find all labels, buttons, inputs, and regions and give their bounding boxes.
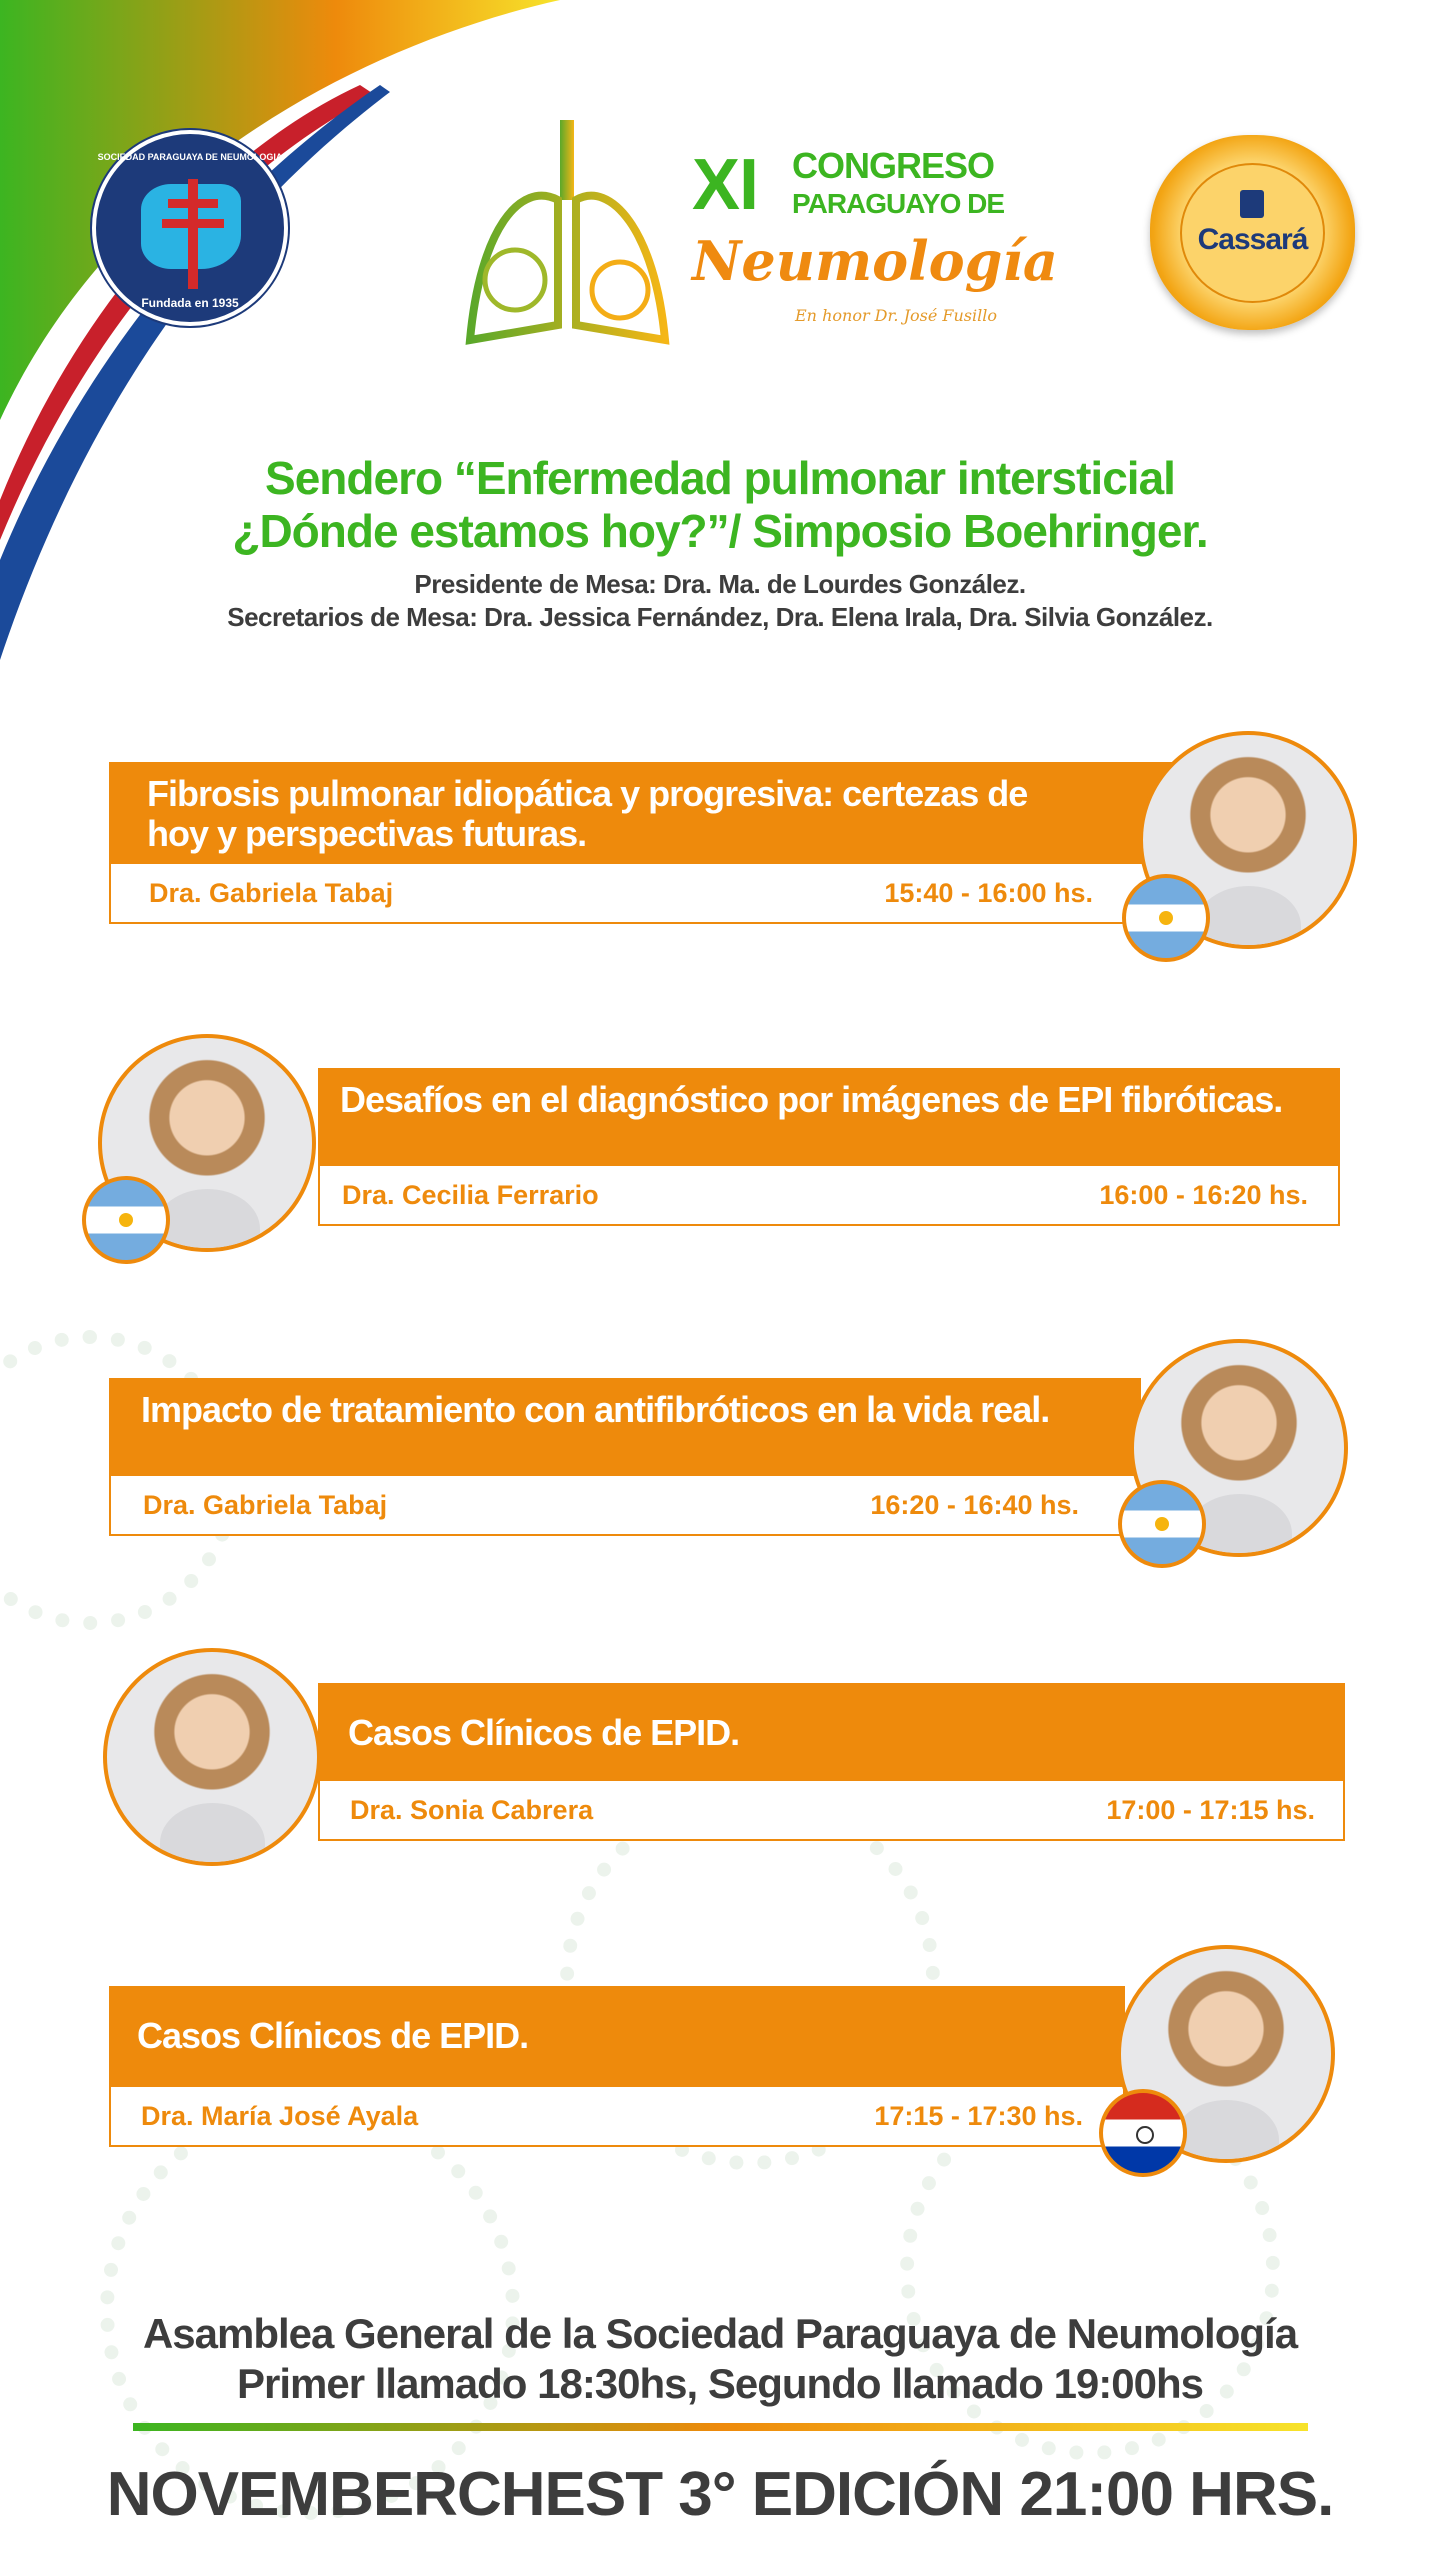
session-title: Fibrosis pulmonar idiopática y progresiv…: [109, 762, 1175, 864]
event-banner: NOVEMBERCHEST 3° EDICIÓN 21:00 HRS.: [106, 2460, 1335, 2529]
speaker-photo: [103, 1648, 321, 1866]
session-info-row: Dra. Gabriela Tabaj 15:40 - 16:00 hs.: [109, 864, 1175, 924]
session-card: Casos Clínicos de EPID. Dra. Sonia Cabre…: [318, 1683, 1345, 1841]
corner-swoosh-decoration: [0, 0, 560, 660]
panel-president: Presidente de Mesa: Dra. Ma. de Lourdes …: [414, 569, 1026, 599]
panel-secretaries: Secretarios de Mesa: Dra. Jessica Fernán…: [227, 602, 1213, 632]
congress-logo: XI CONGRESO PARAGUAYO DE Neumología En h…: [460, 110, 1058, 350]
society-founded: Fundada en 1935: [141, 296, 239, 310]
speaker-name: Dra. Gabriela Tabaj: [149, 877, 394, 908]
congress-dedication: En honor Dr. José Fusillo: [795, 306, 997, 325]
session-time: 17:15 - 17:30 hs.: [874, 2100, 1083, 2131]
speaker-name: Dra. Sonia Cabrera: [350, 1794, 594, 1825]
speaker-name: Dra. Gabriela Tabaj: [143, 1489, 388, 1520]
lungs-illustration: [465, 120, 670, 345]
gradient-divider: [133, 2423, 1308, 2431]
speaker-name: Dra. María José Ayala: [141, 2100, 419, 2131]
session-card: Casos Clínicos de EPID. Dra. María José …: [109, 1986, 1125, 2147]
society-ring-text: SOCIEDAD PARAGUAYA DE NEUMOLOGIA: [97, 152, 283, 162]
session-card: Desafíos en el diagnóstico por imágenes …: [318, 1068, 1340, 1226]
congress-line1: CONGRESO: [792, 145, 995, 186]
sponsor-mark-icon: [1240, 190, 1264, 218]
session-info-row: Dra. Cecilia Ferrario 16:00 - 16:20 hs.: [318, 1166, 1340, 1226]
session-info-row: Dra. Sonia Cabrera 17:00 - 17:15 hs.: [318, 1781, 1345, 1841]
congress-line3: Neumología: [692, 229, 1058, 293]
session-card: Fibrosis pulmonar idiopática y progresiv…: [109, 762, 1175, 924]
session-time: 16:20 - 16:40 hs.: [870, 1489, 1079, 1520]
sponsor-name: Cassará: [1197, 223, 1309, 256]
session-title: Desafíos en el diagnóstico por imágenes …: [318, 1068, 1340, 1166]
session-time: 15:40 - 16:00 hs.: [884, 877, 1093, 908]
track-title-line2: ¿Dónde estamos hoy?”/ Simposio Boehringe…: [232, 505, 1208, 557]
session-info-row: Dra. María José Ayala 17:15 - 17:30 hs.: [109, 2087, 1125, 2147]
argentina-flag-icon: [1118, 1480, 1206, 1568]
society-logo: SOCIEDAD PARAGUAYA DE NEUMOLOGIA Fundada…: [92, 130, 288, 326]
assembly-calls: Primer llamado 18:30hs, Segundo llamado …: [236, 2360, 1204, 2407]
speaker-name: Dra. Cecilia Ferrario: [342, 1179, 599, 1210]
argentina-flag-icon: [1122, 874, 1210, 962]
congress-line2: PARAGUAYO DE: [792, 188, 1005, 219]
sponsor-seal-logo: Cassará: [1150, 135, 1355, 330]
track-title-line1: Sendero “Enfermedad pulmonar intersticia…: [265, 452, 1176, 504]
paraguay-flag-icon: [1099, 2089, 1187, 2177]
session-title: Casos Clínicos de EPID.: [318, 1683, 1345, 1781]
session-time: 16:00 - 16:20 hs.: [1099, 1179, 1308, 1210]
argentina-flag-icon: [82, 1176, 170, 1264]
session-title: Impacto de tratamiento con antifibrótico…: [109, 1378, 1141, 1476]
assembly-text: Asamblea General de la Sociedad Paraguay…: [142, 2310, 1298, 2357]
session-time: 17:00 - 17:15 hs.: [1106, 1794, 1315, 1825]
congress-numeral: XI: [692, 145, 759, 225]
session-title: Casos Clínicos de EPID.: [109, 1986, 1125, 2087]
session-info-row: Dra. Gabriela Tabaj 16:20 - 16:40 hs.: [109, 1476, 1141, 1536]
session-card: Impacto de tratamiento con antifibrótico…: [109, 1378, 1141, 1536]
